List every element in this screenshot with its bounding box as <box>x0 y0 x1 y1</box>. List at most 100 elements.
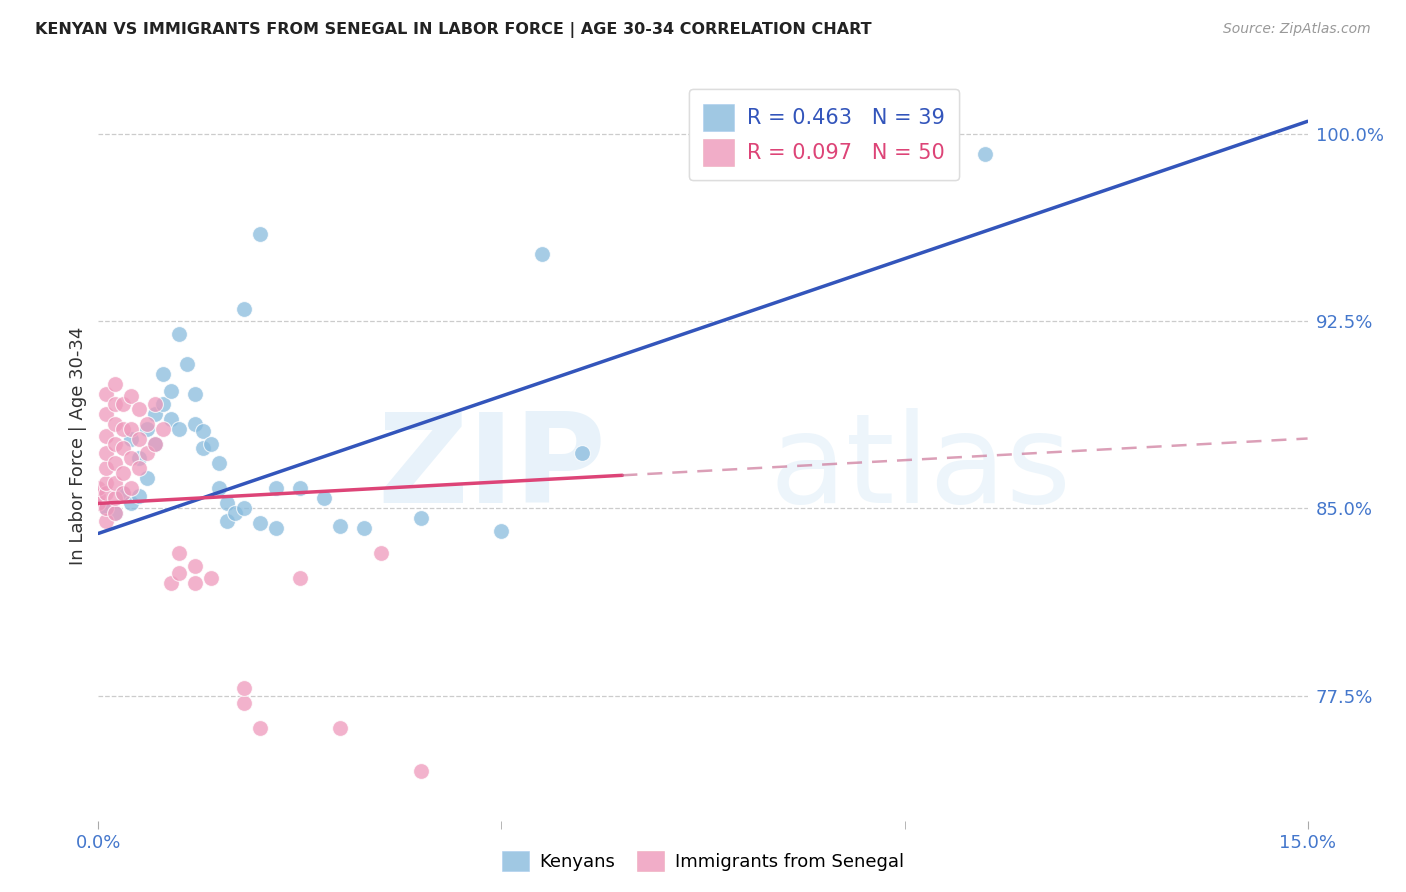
Text: ZIP: ZIP <box>378 408 606 529</box>
Point <box>135 471 157 485</box>
Point <box>208 457 231 471</box>
Point <box>128 461 150 475</box>
Point <box>314 491 336 506</box>
Point <box>200 571 222 585</box>
Text: Source: ZipAtlas.com: Source: ZipAtlas.com <box>1223 22 1371 37</box>
Point <box>87 489 110 503</box>
Point <box>264 482 287 496</box>
Point <box>167 546 190 560</box>
Point <box>409 764 432 778</box>
Point <box>128 401 150 416</box>
Point <box>103 417 125 431</box>
Legend: Kenyans, Immigrants from Senegal: Kenyans, Immigrants from Senegal <box>495 844 911 879</box>
Point <box>111 486 134 500</box>
Point <box>491 524 513 538</box>
Point <box>143 436 166 450</box>
Point <box>184 417 207 431</box>
Point <box>96 501 118 516</box>
Point <box>120 389 142 403</box>
Point <box>370 546 392 560</box>
Point <box>103 436 125 450</box>
Point <box>329 721 352 735</box>
Point <box>111 467 134 481</box>
Point <box>103 507 125 521</box>
Point <box>96 486 118 500</box>
Point <box>87 496 110 510</box>
Point <box>208 482 231 496</box>
Point <box>409 511 432 525</box>
Point <box>96 429 118 443</box>
Point <box>160 384 183 398</box>
Point <box>103 457 125 471</box>
Point <box>200 436 222 450</box>
Point <box>128 451 150 466</box>
Point <box>232 696 254 710</box>
Point <box>96 446 118 460</box>
Point <box>96 476 118 491</box>
Point <box>160 411 183 425</box>
Point <box>974 146 997 161</box>
Point <box>96 514 118 528</box>
Point <box>160 576 183 591</box>
Point <box>96 407 118 421</box>
Point <box>167 421 190 435</box>
Text: atlas: atlas <box>769 408 1071 529</box>
Point <box>152 396 174 410</box>
Point <box>184 576 207 591</box>
Point <box>288 571 311 585</box>
Point <box>167 566 190 581</box>
Point <box>135 446 157 460</box>
Point <box>232 501 254 516</box>
Point <box>571 446 593 460</box>
Point <box>143 436 166 450</box>
Point <box>135 421 157 435</box>
Point <box>249 721 271 735</box>
Point <box>120 451 142 466</box>
Point <box>143 396 166 410</box>
Point <box>193 424 215 438</box>
Point <box>103 476 125 491</box>
Point <box>103 376 125 391</box>
Point <box>193 442 215 456</box>
Text: KENYAN VS IMMIGRANTS FROM SENEGAL IN LABOR FORCE | AGE 30-34 CORRELATION CHART: KENYAN VS IMMIGRANTS FROM SENEGAL IN LAB… <box>35 22 872 38</box>
Point <box>120 421 142 435</box>
Point <box>184 558 207 573</box>
Legend: R = 0.463   N = 39, R = 0.097   N = 50: R = 0.463 N = 39, R = 0.097 N = 50 <box>689 89 959 180</box>
Point <box>167 326 190 341</box>
Point <box>103 507 125 521</box>
Point <box>96 386 118 401</box>
Point <box>128 432 150 446</box>
Point <box>329 519 352 533</box>
Point <box>96 501 118 516</box>
Y-axis label: In Labor Force | Age 30-34: In Labor Force | Age 30-34 <box>69 326 87 566</box>
Point <box>120 496 142 510</box>
Point <box>143 407 166 421</box>
Point <box>135 417 157 431</box>
Point <box>224 507 246 521</box>
Point <box>111 421 134 435</box>
Point <box>249 227 271 241</box>
Point <box>249 516 271 531</box>
Point <box>111 486 134 500</box>
Point <box>530 246 553 260</box>
Point <box>111 442 134 456</box>
Point <box>288 482 311 496</box>
Point <box>176 357 198 371</box>
Point <box>120 482 142 496</box>
Point <box>96 461 118 475</box>
Point <box>111 396 134 410</box>
Point <box>217 514 239 528</box>
Point <box>103 491 125 506</box>
Point <box>232 301 254 316</box>
Point <box>264 521 287 535</box>
Point <box>353 521 375 535</box>
Point <box>813 152 835 166</box>
Point <box>152 421 174 435</box>
Point <box>103 396 125 410</box>
Point <box>184 386 207 401</box>
Point <box>217 496 239 510</box>
Point <box>232 681 254 696</box>
Point <box>120 432 142 446</box>
Point <box>87 482 110 496</box>
Point <box>152 367 174 381</box>
